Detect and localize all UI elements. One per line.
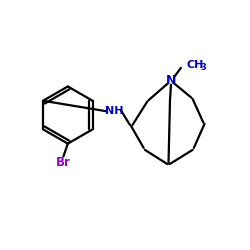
Text: Br: Br [56, 156, 71, 169]
Text: NH: NH [104, 106, 123, 116]
Text: 3: 3 [200, 62, 206, 72]
Text: N: N [166, 74, 176, 87]
Text: CH: CH [187, 60, 204, 70]
